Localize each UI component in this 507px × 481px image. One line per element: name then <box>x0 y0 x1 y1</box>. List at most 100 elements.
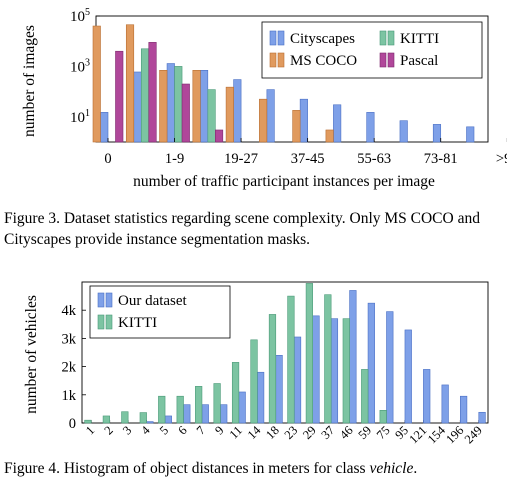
x-axis-label: number of traffic participant instances … <box>133 173 435 190</box>
x-tick-label: 11 <box>227 423 245 441</box>
x-tick-label: 5 <box>157 423 171 437</box>
bar-our-dataset <box>220 404 228 424</box>
y-tick-label: 103 <box>70 57 90 75</box>
bar-kitti <box>324 294 332 424</box>
bar-our-dataset <box>164 415 172 424</box>
bar-our-dataset <box>441 384 449 424</box>
legend-swatch-our-dataset <box>97 292 105 308</box>
bar-pascal <box>115 50 124 143</box>
bar-our-dataset <box>386 311 394 424</box>
bar-kitti <box>305 283 313 424</box>
bar-our-dataset <box>460 395 468 424</box>
bar-cityscapes <box>399 120 408 143</box>
bar-kitti <box>361 369 369 424</box>
x-tick-label: 6 <box>175 423 189 437</box>
bar-cityscapes <box>466 126 475 143</box>
legend-label-cityscapes: Cityscapes <box>290 31 355 47</box>
x-tick-label: 46 <box>337 423 356 442</box>
x-tick-label: 249 <box>462 423 485 446</box>
legend-swatch-pascal <box>387 52 395 68</box>
y-tick-base: 10 <box>70 110 85 126</box>
bar-our-dataset <box>312 315 320 424</box>
legend-box <box>261 21 483 79</box>
y-tick-exponent: 3 <box>85 57 90 68</box>
x-tick-label: 18 <box>263 423 282 442</box>
x-tick-label: 23 <box>282 423 301 442</box>
legend-swatch-coco <box>269 52 277 68</box>
legend-label-our-dataset: Our dataset <box>118 293 188 309</box>
y-axis-label: number of images <box>21 25 38 137</box>
y-tick-label: 3k <box>62 331 77 347</box>
x-tick-label: 3 <box>120 423 134 437</box>
figure3-chart: 10110310501-919-2737-4555-6373-81>90numb… <box>21 7 507 190</box>
bar-our-dataset <box>423 369 431 424</box>
y-tick-base: 10 <box>70 9 85 25</box>
bar-coco <box>92 25 101 143</box>
figure3-caption: Figure 3. Dataset statistics regarding s… <box>4 210 480 248</box>
bar-kitti <box>121 411 129 424</box>
figure4-caption: Figure 4. Histogram of object distances … <box>4 458 504 479</box>
plot-frame <box>81 281 489 424</box>
x-tick-label: 2 <box>101 423 115 437</box>
y-tick-label: 1k <box>62 388 77 404</box>
bar-cityscapes <box>432 124 442 143</box>
legend-label-kitti: KITTI <box>400 31 439 47</box>
bar-kitti <box>342 318 350 424</box>
x-tick-label: 1-9 <box>165 151 184 167</box>
bar-cityscapes <box>333 104 342 143</box>
bar-cityscapes <box>366 112 375 143</box>
bar-our-dataset <box>330 318 339 424</box>
legend-swatch-cityscapes <box>269 30 277 46</box>
y-tick-exponent: 5 <box>85 7 90 18</box>
bar-kitti <box>268 314 277 424</box>
legend-label-kitti: KITTI <box>118 315 157 331</box>
bar-pascal <box>148 42 157 143</box>
bar-kitti <box>176 395 184 424</box>
legend-label-ms-coco: MS COCO <box>290 53 357 69</box>
bar-our-dataset <box>201 404 209 424</box>
bar-coco <box>125 24 135 143</box>
y-tick-label: 4k <box>62 303 77 319</box>
legend-swatch-pascal <box>379 52 387 68</box>
x-tick-label: 37-45 <box>291 151 325 167</box>
y-tick-exponent: 1 <box>85 108 90 119</box>
y-tick-label: 105 <box>70 7 90 25</box>
x-tick-label: 29 <box>300 423 319 442</box>
legend-swatch-kitti <box>97 314 105 330</box>
legend-label-pascal: Pascal <box>400 53 438 69</box>
figure4-caption-end: . <box>413 460 418 477</box>
x-tick-label: 1 <box>83 423 97 437</box>
x-tick-label: 14 <box>245 423 264 442</box>
bar-our-dataset <box>146 421 154 424</box>
x-tick-label: 9 <box>212 423 226 437</box>
y-tick-base: 10 <box>70 59 85 75</box>
bar-our-dataset <box>275 355 283 424</box>
bar-coco <box>292 110 301 143</box>
bar-pascal <box>215 129 224 143</box>
bar-kitti <box>231 362 240 424</box>
bar-coco <box>325 129 334 143</box>
x-tick-label: 0 <box>104 151 111 167</box>
legend-swatch-kitti <box>379 30 387 46</box>
figure4-caption-text: Figure 4. Histogram of object distances … <box>4 460 370 477</box>
bar-kitti <box>84 419 92 424</box>
bar-kitti <box>287 295 295 424</box>
legend-swatch-kitti <box>387 30 395 46</box>
bar-kitti <box>139 412 147 424</box>
bar-coco <box>225 86 234 143</box>
bar-our-dataset <box>367 302 375 424</box>
x-tick-label: 55-63 <box>357 151 391 167</box>
y-tick-label: 0 <box>69 416 76 432</box>
legend-swatch-kitti <box>105 314 113 330</box>
bar-kitti <box>102 415 110 424</box>
x-tick-label: >90 <box>496 151 507 167</box>
bar-kitti <box>195 386 203 424</box>
y-axis-label: number of vehicles <box>23 295 40 414</box>
legend-swatch-cityscapes <box>277 30 285 46</box>
x-tick-label: 19-27 <box>224 151 258 167</box>
bar-our-dataset <box>257 371 265 424</box>
legend-swatch-coco <box>277 52 285 68</box>
bar-kitti <box>379 410 387 424</box>
legend-swatch-our-dataset <box>105 292 113 308</box>
